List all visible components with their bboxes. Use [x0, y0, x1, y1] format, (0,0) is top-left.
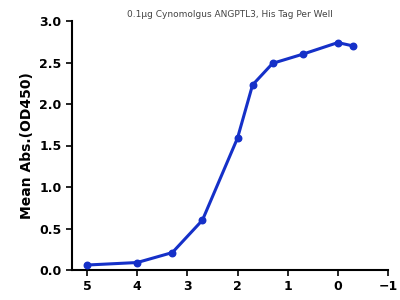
- Title: 0.1μg Cynomolgus ANGPTL3, His Tag Per Well: 0.1μg Cynomolgus ANGPTL3, His Tag Per We…: [127, 10, 333, 19]
- Point: [249, 82, 256, 87]
- Point: [300, 52, 306, 57]
- Point: [335, 40, 341, 45]
- Point: [234, 136, 241, 140]
- Y-axis label: Mean Abs.(OD450): Mean Abs.(OD450): [20, 72, 34, 219]
- Point: [199, 218, 206, 223]
- Point: [270, 61, 276, 66]
- Point: [134, 260, 140, 265]
- Point: [169, 250, 176, 255]
- Point: [350, 44, 356, 48]
- Point: [84, 262, 90, 267]
